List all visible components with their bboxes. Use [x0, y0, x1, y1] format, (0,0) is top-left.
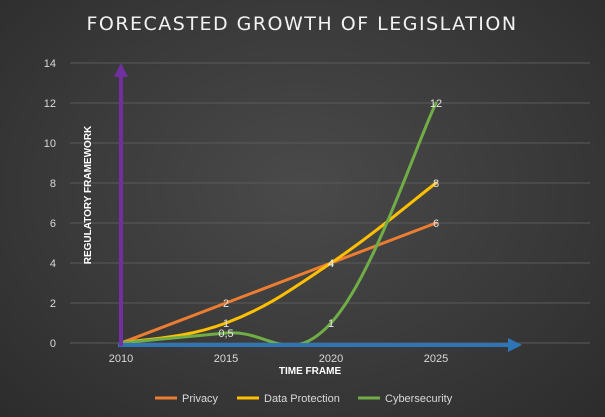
data-label: 1: [223, 318, 229, 330]
x-tick-label: 2020: [319, 353, 343, 365]
x-tick-label: 2025: [424, 353, 448, 365]
x-tick-label: 2010: [109, 353, 133, 365]
y-tick-label: 6: [50, 218, 56, 230]
y-tick-label: 10: [44, 138, 56, 150]
legend-label-cybersecurity: Cybersecurity: [385, 393, 453, 405]
y-tick-label: 2: [50, 298, 56, 310]
data-label: 12: [430, 98, 442, 110]
data-label: 4: [328, 258, 334, 270]
y-axis-title: REGULATORY FRAMEWORK: [83, 125, 94, 264]
y-tick-label: 8: [50, 178, 56, 190]
series-line-cybersecurity: [119, 101, 438, 347]
data-label: 1: [328, 318, 334, 330]
series-line-privacy: [119, 221, 438, 345]
gridlines: [70, 62, 590, 344]
y-tick-label: 0: [50, 338, 56, 350]
x-tick-labels: 2010 2015 2020 2025: [109, 353, 448, 365]
legend-label-data-protection: Data Protection: [264, 393, 340, 405]
x-axis-title: TIME FRAME: [279, 366, 342, 377]
y-tick-label: 4: [50, 258, 56, 270]
chart-title: FORECASTED GROWTH OF LEGISLATION: [86, 13, 517, 35]
y-tick-label: 12: [44, 98, 56, 110]
x-tick-label: 2015: [214, 353, 238, 365]
data-label: 6: [433, 218, 439, 230]
data-label: 4: [328, 258, 334, 270]
y-axis-arrowhead: [114, 63, 128, 77]
legend-label-privacy: Privacy: [182, 393, 219, 405]
legend: Privacy Data Protection Cybersecurity: [155, 393, 453, 405]
data-label: 0,5: [218, 328, 233, 340]
series-lines: [119, 101, 438, 347]
y-tick-labels: 0 2 4 6 8 10 12 14: [44, 58, 56, 350]
y-tick-label: 14: [44, 58, 56, 70]
axis-arrows: [114, 63, 522, 352]
x-axis-arrowhead: [508, 338, 522, 352]
data-label: 8: [433, 178, 439, 190]
data-label: 2: [223, 298, 229, 310]
